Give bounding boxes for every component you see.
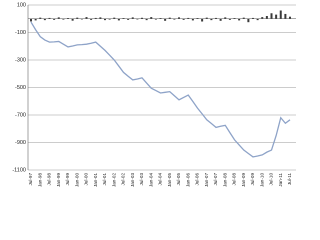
bar: [228, 18, 231, 20]
bar: [265, 16, 268, 19]
bar: [145, 18, 148, 21]
bar: [99, 17, 102, 19]
bar: [108, 18, 111, 20]
y-tick-label: 100: [17, 2, 26, 8]
x-tick-label: Jan-06: [185, 173, 190, 187]
x-tick-label: Jul-10: [269, 173, 274, 186]
bar: [182, 18, 185, 20]
x-tick-label: Jul-04: [158, 173, 163, 186]
bar: [122, 18, 125, 19]
y-tick-label: -500: [15, 85, 26, 91]
bar: [43, 18, 46, 21]
bar: [219, 18, 222, 21]
x-tick-label: Jan-09: [241, 173, 246, 187]
bar: [215, 17, 217, 19]
bar: [67, 18, 69, 19]
bar: [168, 17, 171, 19]
bar: [62, 18, 65, 20]
x-tick-label: Jul-98: [47, 173, 52, 186]
y-tick-label: -700: [15, 112, 26, 118]
bar: [94, 17, 97, 19]
x-tick-label: Jan-05: [167, 173, 172, 187]
bar: [34, 18, 37, 21]
bar: [233, 18, 236, 19]
x-tick-label: Jan-04: [148, 173, 153, 187]
bar: [252, 17, 254, 19]
bar: [136, 18, 139, 20]
bar: [30, 18, 32, 22]
bar: [178, 17, 180, 19]
bar: [113, 17, 116, 19]
bar: [261, 17, 264, 19]
bar: [279, 10, 282, 19]
line: [30, 21, 291, 158]
bar: [196, 18, 199, 19]
x-tick-label: Jan-99: [56, 173, 61, 187]
x-tick-label: Jul-09: [250, 173, 255, 186]
x-tick-label: Jul-01: [102, 173, 107, 186]
bar: [57, 17, 60, 19]
x-tick-label: Jan-00: [74, 173, 79, 187]
bar: [90, 18, 93, 20]
bar: [164, 18, 167, 21]
bar: [127, 18, 130, 20]
bar: [141, 17, 143, 19]
y-tick-label: -1100: [12, 167, 26, 173]
bar: [154, 18, 157, 20]
x-tick-label: Jul-08: [232, 173, 237, 186]
bar: [80, 18, 83, 20]
bar: [238, 18, 241, 21]
bar: [201, 18, 204, 22]
bar: [284, 13, 287, 19]
x-tick-label: Jul-05: [176, 173, 181, 186]
x-tick-label: Jul-02: [121, 173, 126, 186]
bar: [256, 18, 259, 21]
bar: [76, 17, 79, 19]
x-tick-label: Jan-98: [37, 173, 42, 187]
x-tick-label: Jan-01: [93, 173, 98, 187]
bar: [104, 18, 106, 21]
bar: [173, 18, 176, 20]
x-tick-label: Jan-11: [278, 173, 283, 187]
bar: [224, 17, 227, 19]
bar: [205, 17, 208, 19]
bar: [131, 17, 134, 19]
y-tick-label: -100: [15, 30, 26, 36]
bar: [247, 18, 250, 23]
bar: [275, 14, 278, 19]
bar: [289, 16, 291, 19]
x-tick-label: Jan-07: [204, 173, 209, 187]
x-tick-label: Jan-02: [111, 173, 116, 187]
x-tick-label: Jul-99: [65, 173, 70, 186]
bar: [242, 17, 245, 19]
y-tick-label: -300: [15, 57, 26, 63]
bar: [71, 18, 74, 21]
y-tick-label: -900: [15, 140, 26, 146]
bar: [39, 17, 42, 19]
bar: [191, 18, 194, 21]
x-tick-label: Jul-07: [213, 173, 218, 186]
bar: [210, 18, 213, 21]
x-tick-label: Jan-03: [130, 173, 135, 187]
x-tick-label: Jul-03: [139, 173, 144, 186]
x-tick-label: Jul-00: [84, 173, 89, 186]
x-tick-label: Jan-08: [222, 173, 227, 187]
bar: [270, 13, 273, 19]
x-tick-label: Jul-11: [287, 173, 292, 186]
bar: [159, 18, 162, 19]
bar: [187, 17, 190, 19]
bar: [85, 17, 88, 19]
bar: [117, 18, 120, 21]
bar: [53, 18, 56, 20]
bar: [48, 17, 51, 19]
bar: [150, 17, 153, 19]
x-tick-label: Jul-06: [195, 173, 200, 186]
x-tick-label: Jan-10: [259, 173, 264, 187]
x-tick-label: Jul-97: [28, 173, 33, 186]
